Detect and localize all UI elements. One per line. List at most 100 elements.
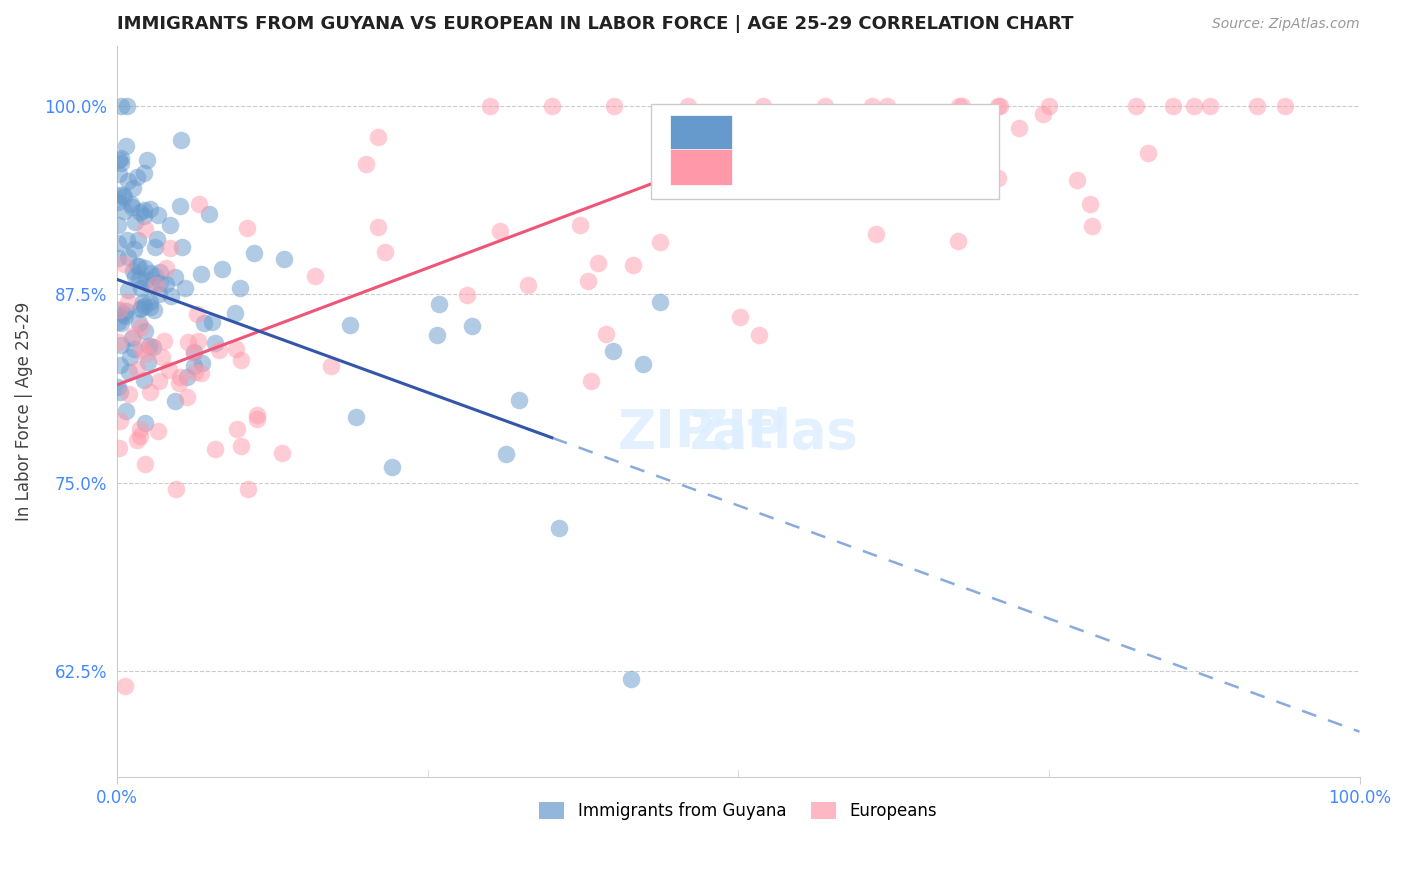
Point <box>129 301 152 315</box>
FancyBboxPatch shape <box>651 104 1000 199</box>
Point <box>208 343 231 358</box>
Point <box>165 482 187 496</box>
Point <box>107 335 129 350</box>
Point <box>115 139 138 153</box>
Point <box>174 281 197 295</box>
Point <box>114 680 136 694</box>
Point <box>631 358 654 372</box>
Point <box>576 274 599 288</box>
Point <box>110 99 132 113</box>
Point <box>125 260 148 274</box>
Point <box>381 460 404 475</box>
Point <box>146 424 169 438</box>
Point <box>148 374 170 388</box>
Point <box>461 319 484 334</box>
Text: Source: ZipAtlas.com: Source: ZipAtlas.com <box>1212 17 1360 31</box>
Point <box>129 320 152 334</box>
Point <box>190 268 212 282</box>
Point <box>155 277 177 292</box>
Point <box>118 365 141 379</box>
Point <box>160 289 183 303</box>
Point <box>110 338 132 352</box>
Point <box>177 335 200 350</box>
Point <box>191 356 214 370</box>
Point <box>138 339 160 353</box>
Point <box>1125 99 1147 113</box>
Point <box>159 218 181 232</box>
Point <box>678 99 700 113</box>
Point <box>112 307 135 321</box>
Point <box>107 219 129 233</box>
Point <box>143 240 166 254</box>
Point <box>153 334 176 348</box>
Point <box>1038 99 1060 113</box>
Point <box>124 269 146 284</box>
Point <box>128 271 150 285</box>
Point <box>187 334 209 349</box>
Point <box>108 303 131 318</box>
Point <box>319 359 342 373</box>
Point <box>143 268 166 283</box>
Point <box>238 482 260 496</box>
Point <box>110 317 132 331</box>
Point <box>132 299 155 313</box>
Point <box>246 412 269 426</box>
Point <box>112 203 135 218</box>
Point <box>108 385 131 400</box>
Point <box>374 245 396 260</box>
Point <box>183 345 205 359</box>
Point <box>122 264 145 278</box>
Point <box>211 262 233 277</box>
Point <box>648 235 671 250</box>
Point <box>139 278 162 293</box>
Point <box>1137 146 1160 161</box>
Point <box>814 99 837 113</box>
Point <box>112 257 135 271</box>
Text: IMMIGRANTS FROM GUYANA VS EUROPEAN IN LABOR FORCE | AGE 25-29 CORRELATION CHART: IMMIGRANTS FROM GUYANA VS EUROPEAN IN LA… <box>117 15 1073 33</box>
Point <box>367 130 389 145</box>
Point <box>117 295 139 310</box>
Point <box>107 315 129 329</box>
Point <box>595 326 617 341</box>
Point <box>876 99 898 113</box>
Point <box>129 281 152 295</box>
Point <box>488 223 510 237</box>
Point <box>134 417 156 431</box>
Point <box>183 344 205 359</box>
Point <box>748 328 770 343</box>
Point <box>204 336 226 351</box>
Point <box>115 403 138 417</box>
Text: 0.681: 0.681 <box>794 158 858 176</box>
Point <box>229 439 252 453</box>
Point <box>115 233 138 247</box>
Point <box>108 441 131 455</box>
Point <box>139 385 162 400</box>
Point <box>169 370 191 384</box>
Point <box>107 380 129 394</box>
Point <box>138 355 160 369</box>
Point <box>1080 197 1102 211</box>
Point <box>344 410 367 425</box>
Point <box>176 390 198 404</box>
Point <box>229 280 252 294</box>
Point <box>132 209 155 223</box>
Point <box>170 133 193 147</box>
Point <box>135 347 157 361</box>
Point <box>121 200 143 214</box>
Point <box>193 316 215 330</box>
Point <box>134 374 156 388</box>
Point <box>586 256 609 270</box>
Point <box>159 241 181 255</box>
Point <box>125 434 148 448</box>
Point <box>142 303 165 318</box>
Point <box>139 339 162 353</box>
Point <box>752 99 775 113</box>
Point <box>860 99 883 113</box>
Point <box>145 278 167 293</box>
Text: N =: N = <box>875 158 910 176</box>
FancyBboxPatch shape <box>669 115 733 150</box>
Point <box>121 330 143 344</box>
Point <box>1008 120 1031 135</box>
Point <box>235 220 257 235</box>
Point <box>540 99 562 113</box>
